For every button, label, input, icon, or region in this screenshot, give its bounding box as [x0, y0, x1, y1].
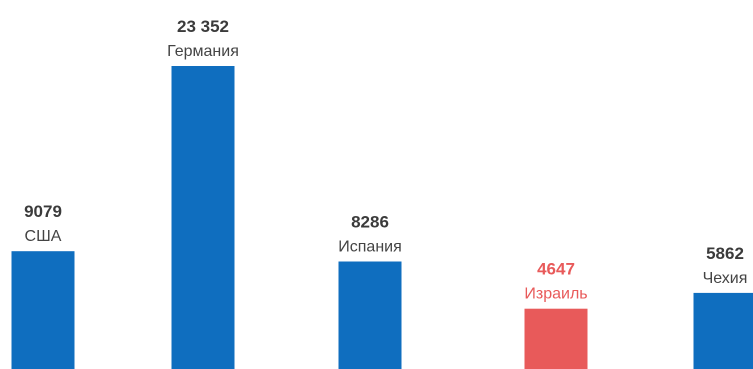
bar-1: [11, 251, 75, 369]
category-label: США: [25, 228, 62, 245]
category-label: Чехия: [703, 270, 748, 287]
bar-5: [693, 292, 753, 369]
category-label: Германия: [167, 43, 239, 60]
bar-2: [171, 66, 235, 369]
category-label: Испания: [338, 239, 402, 256]
value-label: 8286: [351, 213, 389, 232]
value-label: 23 352: [177, 17, 229, 36]
category-label: Израиль: [524, 286, 587, 303]
value-label: 4647: [537, 260, 575, 279]
value-label: 5862: [706, 244, 744, 263]
value-label: 9079: [24, 202, 62, 221]
bar-3: [338, 261, 402, 369]
bar-4: [524, 308, 588, 369]
